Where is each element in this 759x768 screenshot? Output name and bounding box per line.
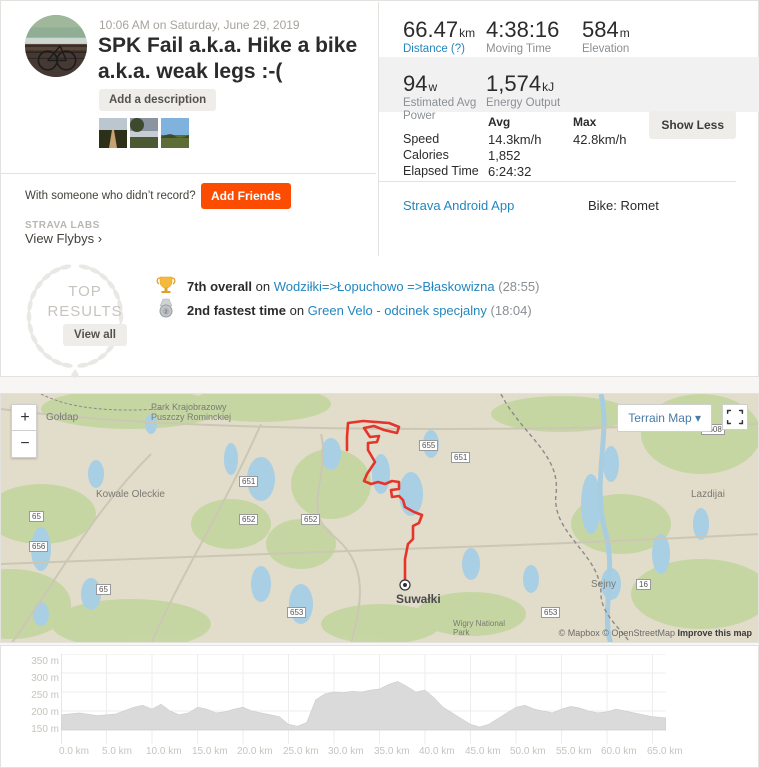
svg-text:2: 2	[165, 309, 168, 315]
